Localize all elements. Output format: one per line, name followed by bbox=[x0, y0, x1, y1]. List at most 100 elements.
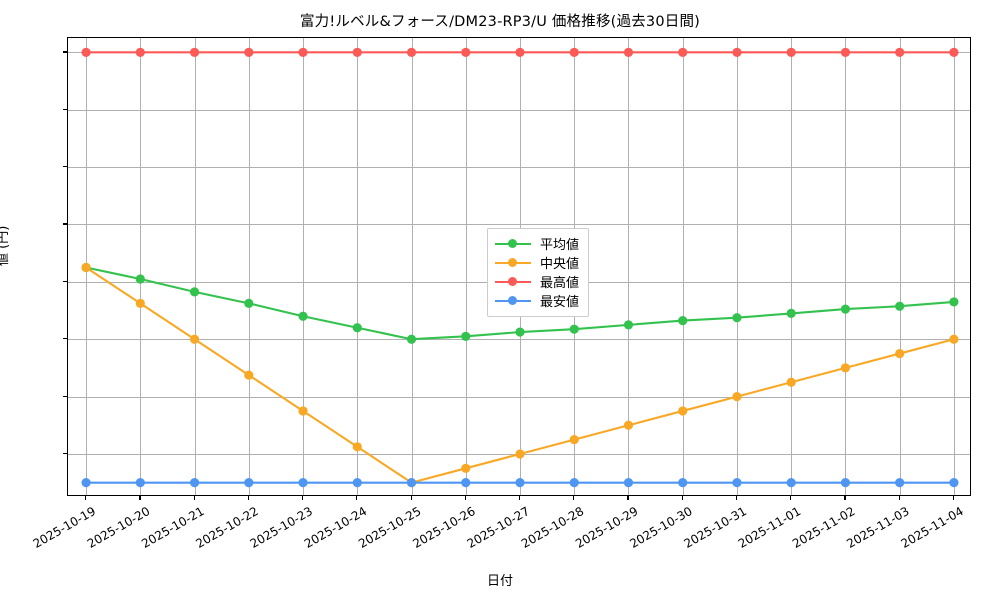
data-point-marker bbox=[189, 47, 200, 57]
legend-item-2[interactable]: 中央値 bbox=[495, 253, 579, 272]
x-axis-tick-mark bbox=[410, 496, 412, 500]
legend-label: 最安値 bbox=[540, 295, 580, 310]
gridline-vertical bbox=[736, 38, 738, 495]
chart-legend: 平均値中央値最高値最安値 bbox=[487, 228, 590, 317]
data-point-marker bbox=[406, 334, 417, 344]
data-point-marker bbox=[678, 478, 688, 488]
data-point-marker bbox=[949, 297, 959, 307]
data-point-marker bbox=[135, 274, 145, 284]
gridline-horizontal bbox=[68, 167, 970, 169]
x-axis-label: 日付 bbox=[486, 574, 513, 589]
y-axis-tick-mark bbox=[63, 395, 67, 397]
x-axis-tick-mark bbox=[844, 496, 846, 500]
x-axis-tick-mark bbox=[464, 496, 466, 500]
chart-title: 富力!ルベル&フォース/DM23-RP3/U 価格推移(過去30日間) bbox=[299, 14, 701, 30]
data-point-marker bbox=[298, 47, 308, 57]
data-point-marker bbox=[135, 47, 145, 57]
data-point-marker bbox=[244, 478, 254, 488]
data-point-marker bbox=[840, 478, 851, 488]
data-point-marker bbox=[461, 478, 471, 488]
data-point-marker bbox=[569, 324, 579, 334]
data-point-marker bbox=[352, 442, 362, 452]
data-point-marker bbox=[678, 406, 688, 416]
gridline-horizontal bbox=[68, 396, 970, 398]
gridline-horizontal bbox=[68, 224, 970, 226]
legend-item-3[interactable]: 最高値 bbox=[495, 272, 579, 291]
series-lines-layer bbox=[81, 47, 959, 488]
data-point-marker bbox=[623, 478, 634, 488]
y-axis-tick-mark bbox=[63, 338, 67, 340]
data-point-marker bbox=[895, 478, 905, 488]
legend-swatch-icon bbox=[495, 256, 531, 270]
data-point-marker bbox=[840, 363, 851, 373]
y-axis-label: 値 (円) bbox=[0, 225, 11, 266]
data-point-marker bbox=[352, 323, 362, 333]
gridline-vertical bbox=[140, 38, 142, 495]
legend-label: 中央値 bbox=[540, 257, 580, 272]
data-point-marker bbox=[732, 47, 742, 57]
data-point-marker bbox=[895, 301, 905, 311]
data-point-marker bbox=[786, 47, 796, 57]
x-axis-tick-mark bbox=[193, 496, 195, 500]
x-axis-tick-mark bbox=[681, 496, 683, 500]
x-axis-tick-mark bbox=[519, 496, 521, 500]
data-point-marker bbox=[786, 308, 796, 318]
gridline-vertical bbox=[899, 38, 901, 495]
x-axis-tick-mark bbox=[735, 496, 738, 500]
data-point-marker bbox=[298, 478, 308, 488]
data-point-marker bbox=[189, 334, 200, 344]
data-point-marker bbox=[406, 47, 417, 57]
data-point-marker bbox=[569, 435, 579, 445]
data-point-marker bbox=[515, 478, 525, 488]
data-point-marker bbox=[732, 313, 742, 323]
data-point-marker bbox=[569, 478, 579, 488]
data-point-marker bbox=[786, 377, 796, 387]
y-axis-tick-mark bbox=[63, 223, 67, 225]
x-axis-tick-mark bbox=[139, 496, 141, 500]
data-point-marker bbox=[81, 262, 91, 273]
legend-item-4[interactable]: 最安値 bbox=[495, 291, 579, 310]
data-point-marker bbox=[352, 47, 362, 57]
data-point-marker bbox=[244, 370, 254, 380]
data-point-marker bbox=[949, 478, 959, 488]
data-point-marker bbox=[732, 391, 742, 402]
data-point-marker bbox=[461, 47, 471, 57]
data-point-marker bbox=[461, 463, 471, 473]
gridline-horizontal bbox=[68, 339, 970, 341]
data-point-marker bbox=[298, 311, 308, 321]
x-axis-tick-mark bbox=[790, 496, 792, 500]
data-point-marker bbox=[678, 315, 688, 326]
x-axis-tick-mark bbox=[302, 496, 304, 500]
data-point-marker bbox=[732, 478, 742, 488]
data-point-marker bbox=[406, 478, 417, 488]
data-point-marker bbox=[949, 334, 959, 344]
gridline-vertical bbox=[303, 38, 305, 495]
x-axis-tick-mark bbox=[247, 496, 249, 500]
gridline-vertical bbox=[194, 38, 196, 495]
legend-swatch-icon bbox=[495, 275, 531, 289]
data-point-marker bbox=[515, 449, 525, 459]
data-point-marker bbox=[949, 47, 959, 57]
data-point-marker bbox=[840, 304, 851, 314]
data-point-marker bbox=[135, 478, 145, 488]
x-axis-tick-mark bbox=[85, 496, 87, 500]
y-axis-tick-mark bbox=[63, 280, 67, 283]
y-axis-tick-mark bbox=[63, 51, 67, 53]
data-point-marker bbox=[81, 47, 91, 57]
data-point-marker bbox=[623, 47, 634, 57]
data-point-marker bbox=[840, 47, 851, 57]
x-axis-tick-mark bbox=[952, 496, 955, 500]
legend-item-1[interactable]: 平均値 bbox=[495, 234, 579, 253]
series-3 bbox=[81, 47, 959, 57]
data-point-marker bbox=[515, 47, 525, 57]
x-axis-tick-mark bbox=[898, 496, 900, 500]
data-point-marker bbox=[678, 47, 688, 57]
data-point-marker bbox=[244, 298, 254, 308]
legend-label: 最高値 bbox=[540, 276, 580, 291]
data-point-marker bbox=[623, 320, 634, 330]
data-point-marker bbox=[298, 406, 308, 416]
x-axis-tick-mark bbox=[356, 496, 358, 500]
data-point-marker bbox=[623, 420, 634, 430]
gridline-vertical bbox=[791, 38, 793, 495]
